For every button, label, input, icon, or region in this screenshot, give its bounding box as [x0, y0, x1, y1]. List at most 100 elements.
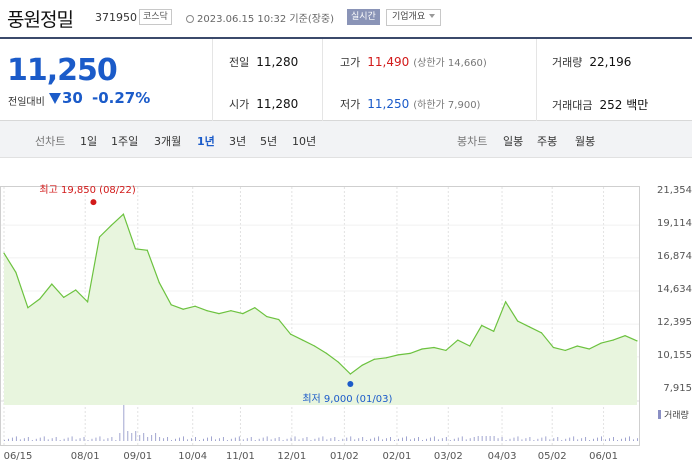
volume-bar	[4, 440, 5, 441]
volume-bar	[139, 435, 141, 441]
volume-bar	[35, 438, 37, 441]
divider	[536, 39, 537, 121]
period-3y[interactable]: 3년	[229, 135, 247, 148]
realtime-button[interactable]: 실시간	[347, 9, 380, 25]
data-point	[325, 352, 328, 354]
data-point	[87, 301, 89, 303]
y-tick-label: 12,395	[657, 317, 692, 328]
data-point	[397, 354, 399, 356]
volume-bar	[195, 437, 196, 441]
volume-bar	[147, 437, 149, 441]
volume-value: 22,196	[589, 55, 632, 69]
volume-bar	[286, 438, 288, 441]
volume-bar	[99, 436, 101, 441]
volume-bar	[135, 431, 137, 441]
data-point	[481, 324, 483, 326]
volume-bar	[127, 431, 129, 441]
high-value: 11,490	[367, 55, 410, 69]
volume-bar	[238, 436, 240, 441]
volume-bar	[374, 437, 376, 441]
period-1w[interactable]: 1주일	[111, 135, 139, 148]
volume-bar	[171, 440, 173, 441]
volume-bar	[55, 437, 57, 441]
data-point	[254, 307, 256, 309]
volume-bar	[63, 438, 65, 441]
data-point	[540, 332, 543, 334]
volume-bar	[27, 437, 29, 441]
data-point	[624, 335, 626, 337]
volume-bar	[613, 437, 614, 441]
volume-bar	[525, 438, 527, 441]
volume-bar	[183, 436, 184, 441]
volume-bar	[11, 437, 13, 441]
volume-bar	[589, 440, 591, 441]
volume-bar	[151, 435, 153, 441]
volume-bar	[370, 438, 372, 441]
volume-bar	[537, 438, 539, 441]
data-point	[218, 313, 220, 315]
volume-bar	[242, 439, 244, 441]
volume-legend-label: 거래량	[664, 411, 689, 421]
volume-bar	[207, 437, 208, 441]
volume-bar	[346, 437, 348, 441]
volume-bar	[561, 440, 563, 441]
volume-bar	[314, 438, 316, 441]
volume-bar	[418, 437, 419, 441]
data-point	[493, 330, 495, 332]
data-point	[242, 313, 244, 315]
period-5y[interactable]: 5년	[260, 135, 278, 148]
period-10y[interactable]: 10년	[292, 135, 317, 148]
line-chart-heading: 선차트	[35, 135, 66, 148]
volume-bar	[469, 438, 471, 441]
x-tick-label: 01/02	[329, 451, 359, 462]
volume-bar	[529, 437, 531, 441]
volume-bar	[625, 437, 626, 441]
data-point	[457, 339, 459, 341]
period-3m[interactable]: 3개월	[154, 135, 182, 148]
y-tick-label: 10,155	[657, 350, 692, 361]
data-point	[600, 342, 602, 344]
change-value: 30	[62, 89, 83, 107]
stock-header: 풍원정밀 371950 코스닥 2023.06.15 10:32 기준(장중) …	[0, 0, 692, 36]
low-price: 저가 11,250 (하한가 7,900)	[340, 96, 480, 112]
volume-bar	[95, 437, 97, 441]
volume-bar	[155, 433, 157, 441]
volume-legend: 거래량	[658, 408, 689, 421]
volume-bar	[334, 437, 336, 441]
volume-bar	[67, 437, 69, 441]
volume-bar	[306, 437, 308, 441]
candle-daily[interactable]: 일봉	[503, 135, 524, 148]
volume-bar	[485, 436, 487, 441]
data-point	[230, 310, 232, 312]
volume-bar	[250, 437, 252, 441]
volume-bar	[637, 438, 638, 441]
x-tick-label: 06/15	[3, 451, 33, 462]
data-point	[612, 339, 614, 341]
candle-weekly[interactable]: 주봉	[537, 135, 558, 148]
volume-bar	[549, 439, 551, 441]
volume-bar	[441, 438, 443, 441]
volume-bar	[115, 440, 117, 441]
volume-bar	[79, 438, 81, 441]
volume-bar	[191, 438, 192, 441]
data-point	[98, 236, 101, 238]
period-1y[interactable]: 1년	[197, 135, 215, 148]
volume-bar	[15, 436, 17, 441]
volume-bar	[246, 438, 248, 441]
company-overview-dropdown[interactable]: 기업개요	[386, 9, 442, 26]
volume-bar	[91, 438, 93, 441]
open-label: 시가	[229, 98, 250, 111]
candle-monthly[interactable]: 월봉	[575, 135, 596, 148]
upper-limit: (상한가 14,660)	[413, 58, 487, 69]
data-point	[3, 252, 5, 254]
volume-bar	[322, 436, 324, 441]
period-1d[interactable]: 1일	[80, 135, 98, 148]
prev-compare-label: 전일대비	[8, 97, 45, 108]
volume-bar	[465, 439, 467, 441]
volume-bar	[437, 439, 439, 441]
volume-bar	[513, 437, 515, 441]
data-point	[373, 358, 375, 360]
data-point	[361, 364, 363, 366]
volume-bar	[290, 437, 292, 441]
data-point	[469, 345, 471, 347]
